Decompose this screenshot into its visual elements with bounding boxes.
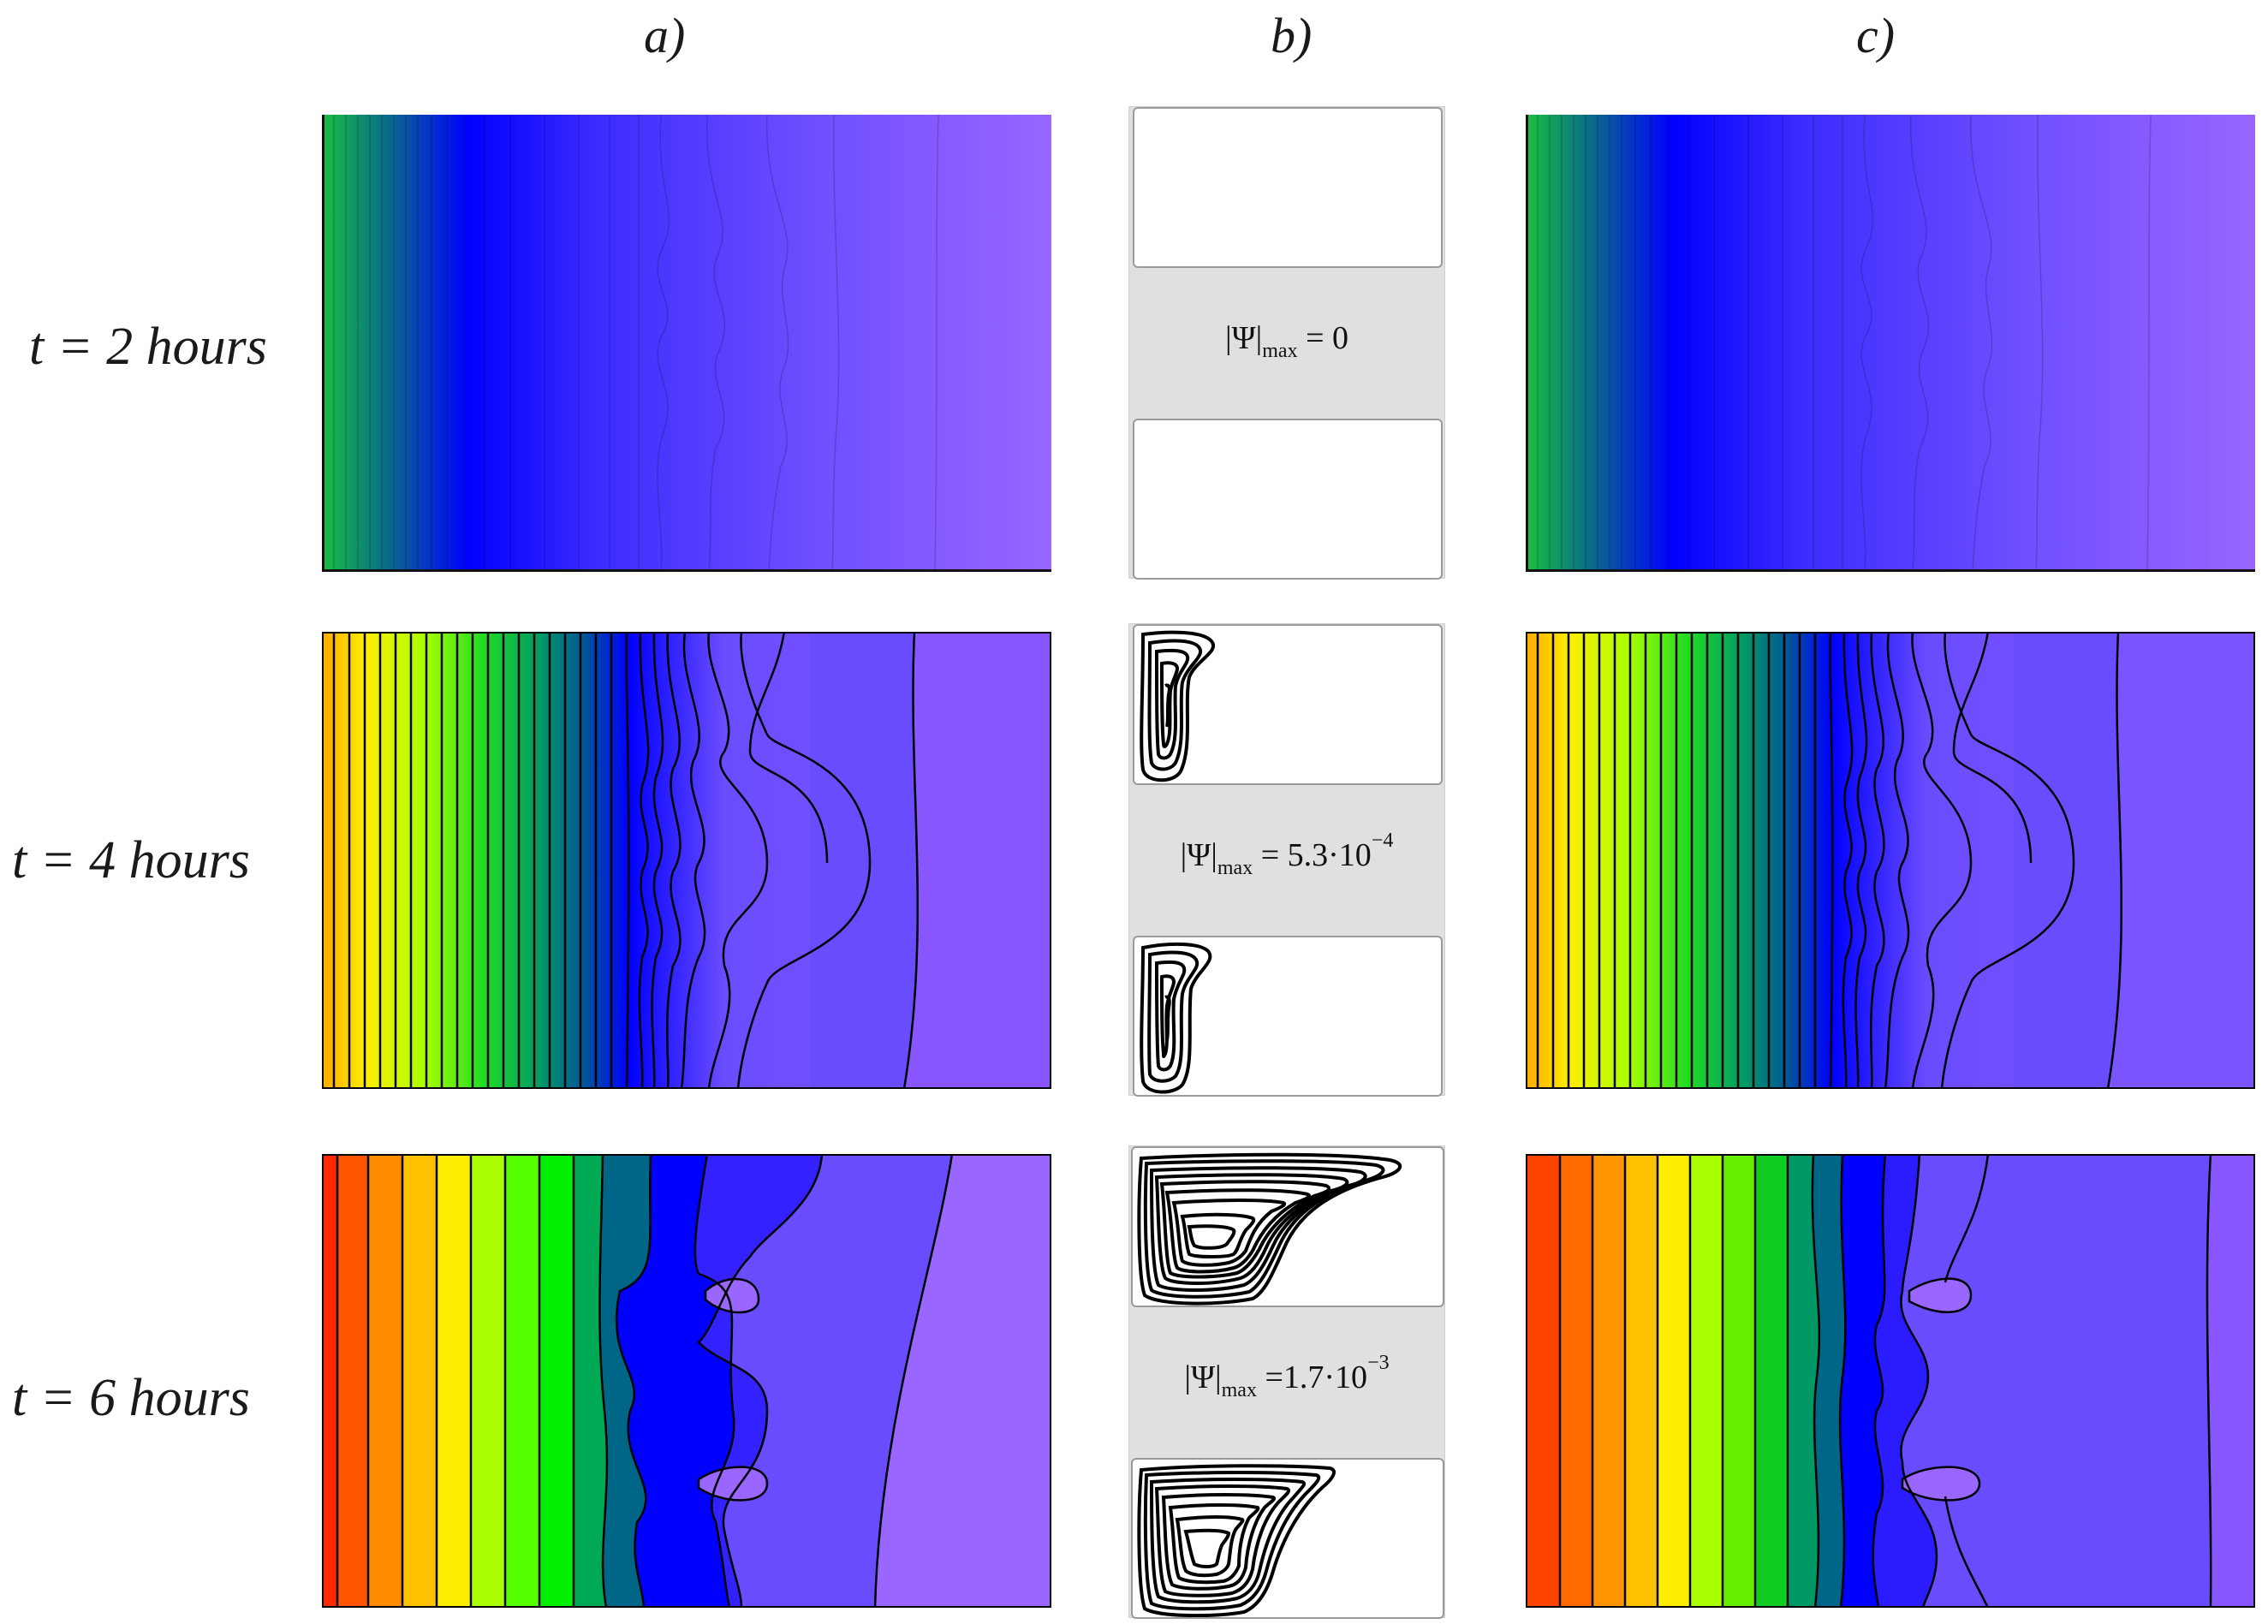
temperature-field-a-t6	[322, 1154, 1051, 1608]
contour-panel-c-t4	[1526, 632, 2255, 1089]
streamfunction-panel-t4: |Ψ|max = 5.3·10−4	[1128, 623, 1445, 1097]
column-label-b: b)	[1271, 8, 1313, 63]
column-label-a: a)	[644, 8, 686, 63]
temperature-field-c-t4	[1526, 632, 2255, 1089]
row-label-t4: t = 4 hours	[12, 831, 250, 889]
streamfunction-upper-box-t2	[1133, 107, 1443, 268]
row-label-t2: t = 2 hours	[29, 318, 267, 376]
psi-max-label-t4: |Ψ|max = 5.3·10−4	[1180, 830, 1394, 879]
streamfunction-lower-box-t2	[1133, 419, 1443, 580]
contour-panel-a-t4	[322, 632, 1051, 1089]
streamlines-lower-t4	[1140, 942, 1212, 1094]
row-label-t6: t = 6 hours	[12, 1369, 250, 1427]
streamfunction-panel-t6: |Ψ|max =1.7·10−3	[1128, 1145, 1445, 1619]
temperature-field-a-t2	[322, 115, 1051, 572]
temperature-field-c-t2	[1526, 115, 2255, 572]
streamfunction-lower-box-t4	[1133, 936, 1443, 1097]
psi-max-label-t6: |Ψ|max =1.7·10−3	[1184, 1352, 1390, 1401]
contour-panel-a-t6	[322, 1154, 1051, 1608]
contour-panel-c-t2	[1526, 115, 2255, 572]
temperature-field-a-t4	[322, 632, 1051, 1089]
contour-panel-c-t6	[1526, 1154, 2255, 1608]
streamfunction-upper-box-t6	[1131, 1146, 1444, 1307]
streamlines-upper-t4	[1140, 630, 1215, 782]
temperature-field-c-t6	[1526, 1154, 2255, 1608]
streamlines-lower-t6	[1137, 1464, 1336, 1617]
streamfunction-lower-box-t6	[1131, 1458, 1444, 1619]
psi-max-label-t2: |Ψ|max = 0	[1224, 320, 1349, 362]
column-label-c: c)	[1856, 8, 1896, 63]
streamlines-upper-t6	[1137, 1152, 1402, 1306]
streamfunction-panel-t2: |Ψ|max = 0	[1128, 106, 1445, 580]
streamfunction-upper-box-t4	[1133, 624, 1443, 785]
contour-panel-a-t2	[322, 115, 1051, 572]
